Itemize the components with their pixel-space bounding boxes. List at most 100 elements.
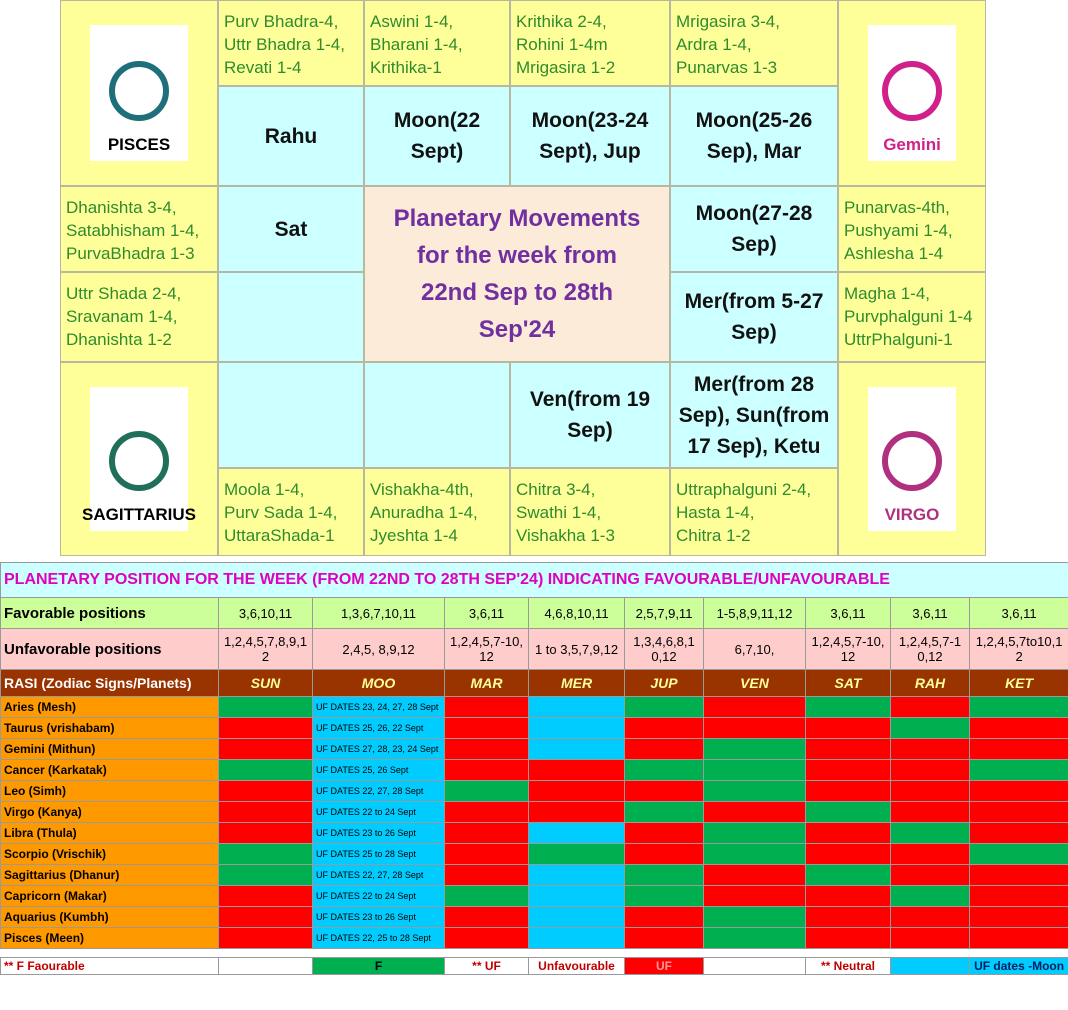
- status-cell: [968, 927, 1068, 949]
- nakshatra-line: Chitra 3-4,: [516, 480, 596, 499]
- moon-dates: UF DATES 22 to 24 Sept: [312, 885, 445, 907]
- position-cell: 2,5,7,9,11: [624, 597, 704, 629]
- status-cell: [528, 696, 625, 718]
- status-cell: [528, 843, 625, 865]
- status-cell: [218, 906, 313, 928]
- status-cell: [805, 843, 891, 865]
- legend-cell: Unfavourable: [528, 957, 625, 975]
- nakshatra-cell: Magha 1-4, Purvphalguni 1-4 UttrPhalguni-1: [838, 272, 986, 362]
- nakshatra-cell: Uttraphalguni 2-4, Hasta 1-4, Chitra 1-2: [670, 468, 838, 556]
- status-cell: [703, 759, 806, 781]
- status-cell: [528, 717, 625, 739]
- sign-label: SAGITTARIUS: [82, 505, 196, 524]
- rasi-name: Sagittarius (Dhanur): [0, 864, 219, 886]
- header-cell: JUP: [624, 669, 704, 697]
- status-cell: [528, 801, 625, 823]
- nakshatra-line: Dhanishta 1-2: [66, 330, 172, 349]
- rasi-name: Virgo (Kanya): [0, 801, 219, 823]
- rasi-row: Taurus (vrishabam) UF DATES 25, 26, 22 Se…: [0, 717, 1068, 739]
- status-cell: [218, 717, 313, 739]
- nakshatra-cell: Uttr Shada 2-4, Sravanam 1-4, Dhanishta 1-…: [60, 272, 218, 362]
- status-cell: [624, 759, 704, 781]
- legend-cell: UF: [624, 957, 704, 975]
- status-cell: [805, 801, 891, 823]
- legend-cell: [890, 957, 970, 975]
- gap: [1, 949, 1068, 958]
- planet-line: Ven(from 19: [529, 388, 651, 411]
- nakshatra-line: Vishakha 1-3: [516, 526, 615, 545]
- planet-line: Sept), Jup: [539, 140, 641, 163]
- header-cell: SAT: [805, 669, 891, 697]
- legend-cell: ** F Faourable: [0, 957, 219, 975]
- legend-cell: [218, 957, 313, 975]
- nakshatra-cell: Vishakha-4th, Anuradha 1-4, Jyeshta 1-4: [364, 468, 510, 556]
- planet-line: Moon(25-26: [695, 109, 813, 132]
- status-cell: [805, 696, 891, 718]
- sign-cell: Gemini: [838, 0, 986, 186]
- nakshatra-cell: Aswini 1-4, Bharani 1-4, Krithika-1: [364, 0, 510, 86]
- status-cell: [968, 759, 1068, 781]
- header-cell: MAR: [444, 669, 529, 697]
- status-cell: [444, 759, 529, 781]
- status-cell: [444, 822, 529, 844]
- status-cell: [218, 822, 313, 844]
- chart-title-line: Sep'24: [478, 316, 556, 343]
- position-cell: 1,3,6,7,10,11: [312, 597, 445, 629]
- status-cell: [444, 717, 529, 739]
- status-cell: [805, 759, 891, 781]
- status-cell: [444, 738, 529, 760]
- planet-line: Moon(22: [393, 109, 481, 132]
- nakshatra-line: Hasta 1-4,: [676, 503, 755, 522]
- favorable-row: Favorable positions 3,6,10,11 1,3,6,7,10,1…: [0, 597, 1068, 629]
- status-cell: [703, 717, 806, 739]
- nakshatra-line: Purv Bhadra-4,: [224, 12, 339, 31]
- position-cell: 3,6,11: [890, 597, 970, 629]
- planet-cell: Moon(22 Sept): [364, 86, 510, 186]
- status-cell: [703, 780, 806, 802]
- status-cell: [968, 738, 1068, 760]
- rasi-row: Cancer (Karkatak) UF DATES 25, 26 Sept: [0, 759, 1068, 781]
- status-cell: [624, 801, 704, 823]
- sign-label: VIRGO: [884, 505, 940, 524]
- sign-image: PISCES: [90, 25, 188, 161]
- planet-line: Sep): [731, 233, 777, 256]
- planet-line: Moon(27-28: [695, 202, 813, 225]
- status-cell: [805, 717, 891, 739]
- nakshatra-line: Magha 1-4,: [844, 284, 930, 303]
- planet-cell: Ven(from 19 Sep): [510, 362, 670, 468]
- planet-line: Mer(from 5-27: [684, 290, 824, 313]
- header-cell: RASI (Zodiac Signs/Planets): [0, 669, 219, 697]
- planet-line: Moon(23-24: [531, 109, 649, 132]
- rasi-name: Taurus (vrishabam): [0, 717, 219, 739]
- status-cell: [218, 801, 313, 823]
- status-cell: [703, 843, 806, 865]
- position-cell: 3,6,10,11: [218, 597, 313, 629]
- status-cell: [703, 822, 806, 844]
- moon-dates: UF DATES 25, 26, 22 Sept: [312, 717, 445, 739]
- rasi-name: Cancer (Karkatak): [0, 759, 219, 781]
- planet-line: Sep), Sun(from: [678, 403, 830, 427]
- planet-line: Sat: [274, 217, 308, 241]
- moon-dates: UF DATES 25 to 28 Sept: [312, 843, 445, 865]
- legend-cell: ** UF: [444, 957, 529, 975]
- nakshatra-line: Purvphalguni 1-4: [844, 307, 973, 326]
- status-cell: [805, 738, 891, 760]
- nakshatra-line: Revati 1-4: [224, 58, 302, 77]
- planet-line: Sept): [410, 140, 464, 163]
- nakshatra-line: Swathi 1-4,: [516, 503, 602, 522]
- header-cell: SUN: [218, 669, 313, 697]
- rasi-name: Aquarius (Kumbh): [0, 906, 219, 928]
- nakshatra-line: Ashlesha 1-4: [844, 244, 944, 263]
- status-cell: [444, 843, 529, 865]
- status-cell: [703, 801, 806, 823]
- status-cell: [624, 696, 704, 718]
- legend-cell: [703, 957, 806, 975]
- position-cell: 1-5,8,9,11,12: [703, 597, 806, 629]
- row-label: Favorable positions: [0, 597, 219, 629]
- status-cell: [968, 843, 1068, 865]
- planet-line: Rahu: [264, 124, 318, 148]
- planet-cell: Moon(23-24 Sept), Jup: [510, 86, 670, 186]
- rasi-name: Pisces (Meen): [0, 927, 219, 949]
- planet-line: Sep): [731, 321, 777, 344]
- chart-center: Planetary Movements for the week from 22nd…: [364, 186, 670, 362]
